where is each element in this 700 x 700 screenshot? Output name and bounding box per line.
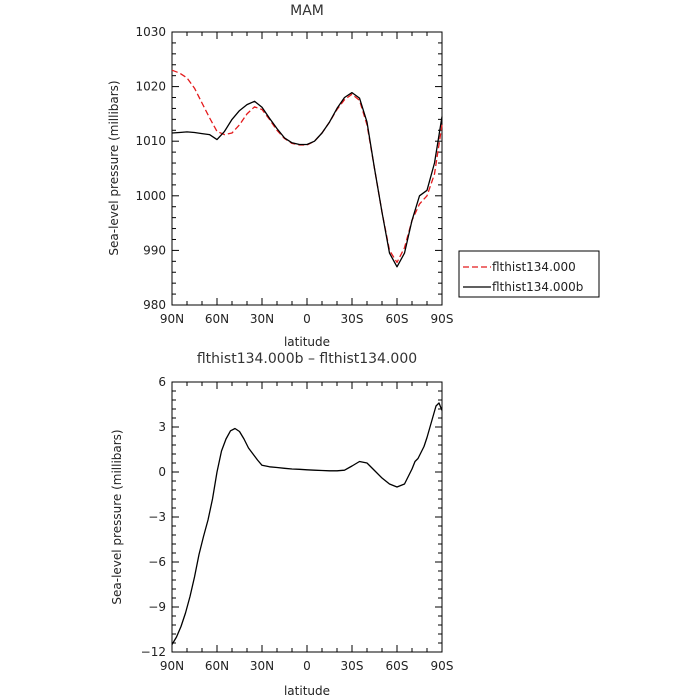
bottom-y-tick-label: 0 [158, 465, 166, 479]
series-line-bottom-difference [171, 402, 443, 645]
bottom-x-tick-label: 30S [341, 659, 364, 673]
top-panel: MAM 90N 60N 30N 0 30S 60S 90S 980 990 1000 1010 102… [107, 3, 600, 349]
bottom-y-axis-label: Sea-level pressure (millibars) [110, 429, 124, 604]
top-y-tick-label: 1030 [135, 25, 166, 39]
top-x-tick-label: 90N [160, 312, 184, 326]
top-y-tick-label: 1010 [135, 134, 166, 148]
bottom-x-axis-label: latitude [284, 684, 330, 698]
bottom-series-lines [171, 402, 443, 645]
bottom-x-tick-label: 90N [160, 659, 184, 673]
legend-entry-flthist134-000b: flthist134.000b [492, 280, 583, 294]
bottom-x-tick-label: 60N [205, 659, 229, 673]
top-series-lines [171, 69, 443, 268]
bottom-ticks [171, 381, 443, 653]
top-x-tick-label: 30N [250, 312, 274, 326]
bottom-tick-labels: 90N 60N 30N 0 30S 60S 90S −12 −9 −6 −3 0 3 6 [141, 375, 454, 673]
top-tick-labels: 90N 60N 30N 0 30S 60S 90S 980 990 1000 1010 1020 103… [135, 25, 453, 326]
top-y-tick-label: 1020 [135, 80, 166, 94]
bottom-panel: flthist134.000b – flthist134.000 90N 60N 3… [110, 351, 453, 698]
bottom-y-tick-label: 3 [158, 420, 166, 434]
bottom-y-tick-label: −12 [141, 645, 166, 659]
top-ticks [171, 31, 443, 306]
top-y-tick-label: 980 [143, 298, 166, 312]
top-x-tick-label: 90S [431, 312, 454, 326]
top-x-tick-label: 60N [205, 312, 229, 326]
top-y-tick-label: 1000 [135, 189, 166, 203]
legend-box [458, 250, 600, 298]
top-chart-title: MAM [290, 3, 324, 19]
series-line-flthist134-000 [171, 69, 443, 264]
bottom-y-tick-label: −9 [148, 600, 166, 614]
top-x-tick-label: 60S [386, 312, 409, 326]
top-y-axis-label: Sea-level pressure (millibars) [107, 80, 121, 255]
bottom-y-tick-label: −6 [148, 555, 166, 569]
top-x-axis-label: latitude [284, 335, 330, 349]
bottom-x-tick-label: 60S [386, 659, 409, 673]
bottom-y-tick-label: 6 [158, 375, 166, 389]
bottom-y-tick-label: −3 [148, 510, 166, 524]
top-x-tick-label: 30S [341, 312, 364, 326]
legend: flthist134.000 flthist134.000b [458, 250, 600, 298]
bottom-chart-title: flthist134.000b – flthist134.000 [197, 351, 417, 367]
bottom-x-tick-label: 30N [250, 659, 274, 673]
bottom-x-tick-label: 90S [431, 659, 454, 673]
bottom-x-tick-label: 0 [303, 659, 311, 673]
legend-entry-flthist134-000: flthist134.000 [492, 260, 576, 274]
top-x-tick-label: 0 [303, 312, 311, 326]
top-y-tick-label: 990 [143, 243, 166, 257]
series-line-flthist134-000b [171, 91, 443, 268]
